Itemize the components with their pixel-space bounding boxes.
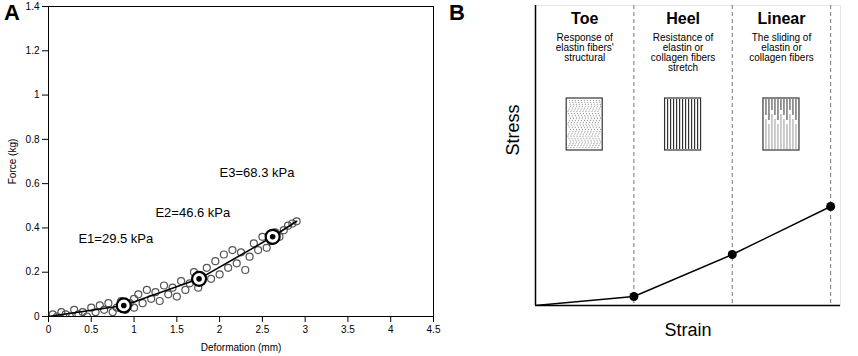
svg-text:0: 0 [34,311,40,322]
svg-text:3: 3 [302,324,308,335]
svg-text:Toe: Toe [571,10,598,27]
svg-text:2.5: 2.5 [255,324,269,335]
svg-text:1: 1 [131,324,137,335]
svg-text:Resistance ofelastin orcollage: Resistance ofelastin orcollagen fibersst… [651,32,715,73]
html-text:A: A [4,0,20,25]
svg-text:E2=46.6 kPa: E2=46.6 kPa [155,205,231,220]
svg-text:E1=29.5 kPa: E1=29.5 kPa [78,231,154,246]
svg-text:0.4: 0.4 [26,222,40,233]
svg-text:Force (kg): Force (kg) [7,139,18,185]
html-text:B: B [449,0,465,25]
svg-text:1.5: 1.5 [170,324,184,335]
svg-text:0.2: 0.2 [26,266,40,277]
svg-text:0: 0 [46,324,52,335]
svg-text:4: 4 [388,324,394,335]
svg-text:Deformation (mm): Deformation (mm) [201,342,282,353]
svg-text:The sliding ofelastin orcollag: The sliding ofelastin orcollagen fibers [749,32,813,63]
svg-text:Linear: Linear [757,10,805,27]
svg-text:Response ofelastin fibers'stru: Response ofelastin fibers'structural [556,32,614,63]
svg-text:Strain: Strain [664,320,711,340]
svg-text:2: 2 [217,324,223,335]
svg-text:Heel: Heel [666,10,700,27]
svg-text:E3=68.3 kPa: E3=68.3 kPa [220,165,296,180]
svg-text:1.2: 1.2 [26,45,40,56]
svg-text:0.5: 0.5 [84,324,98,335]
svg-text:0.6: 0.6 [26,178,40,189]
svg-text:0.8: 0.8 [26,134,40,145]
svg-text:4.5: 4.5 [427,324,441,335]
svg-text:1: 1 [34,89,40,100]
svg-text:Stress: Stress [503,104,523,155]
svg-text:1.4: 1.4 [26,1,40,12]
svg-text:3.5: 3.5 [341,324,355,335]
